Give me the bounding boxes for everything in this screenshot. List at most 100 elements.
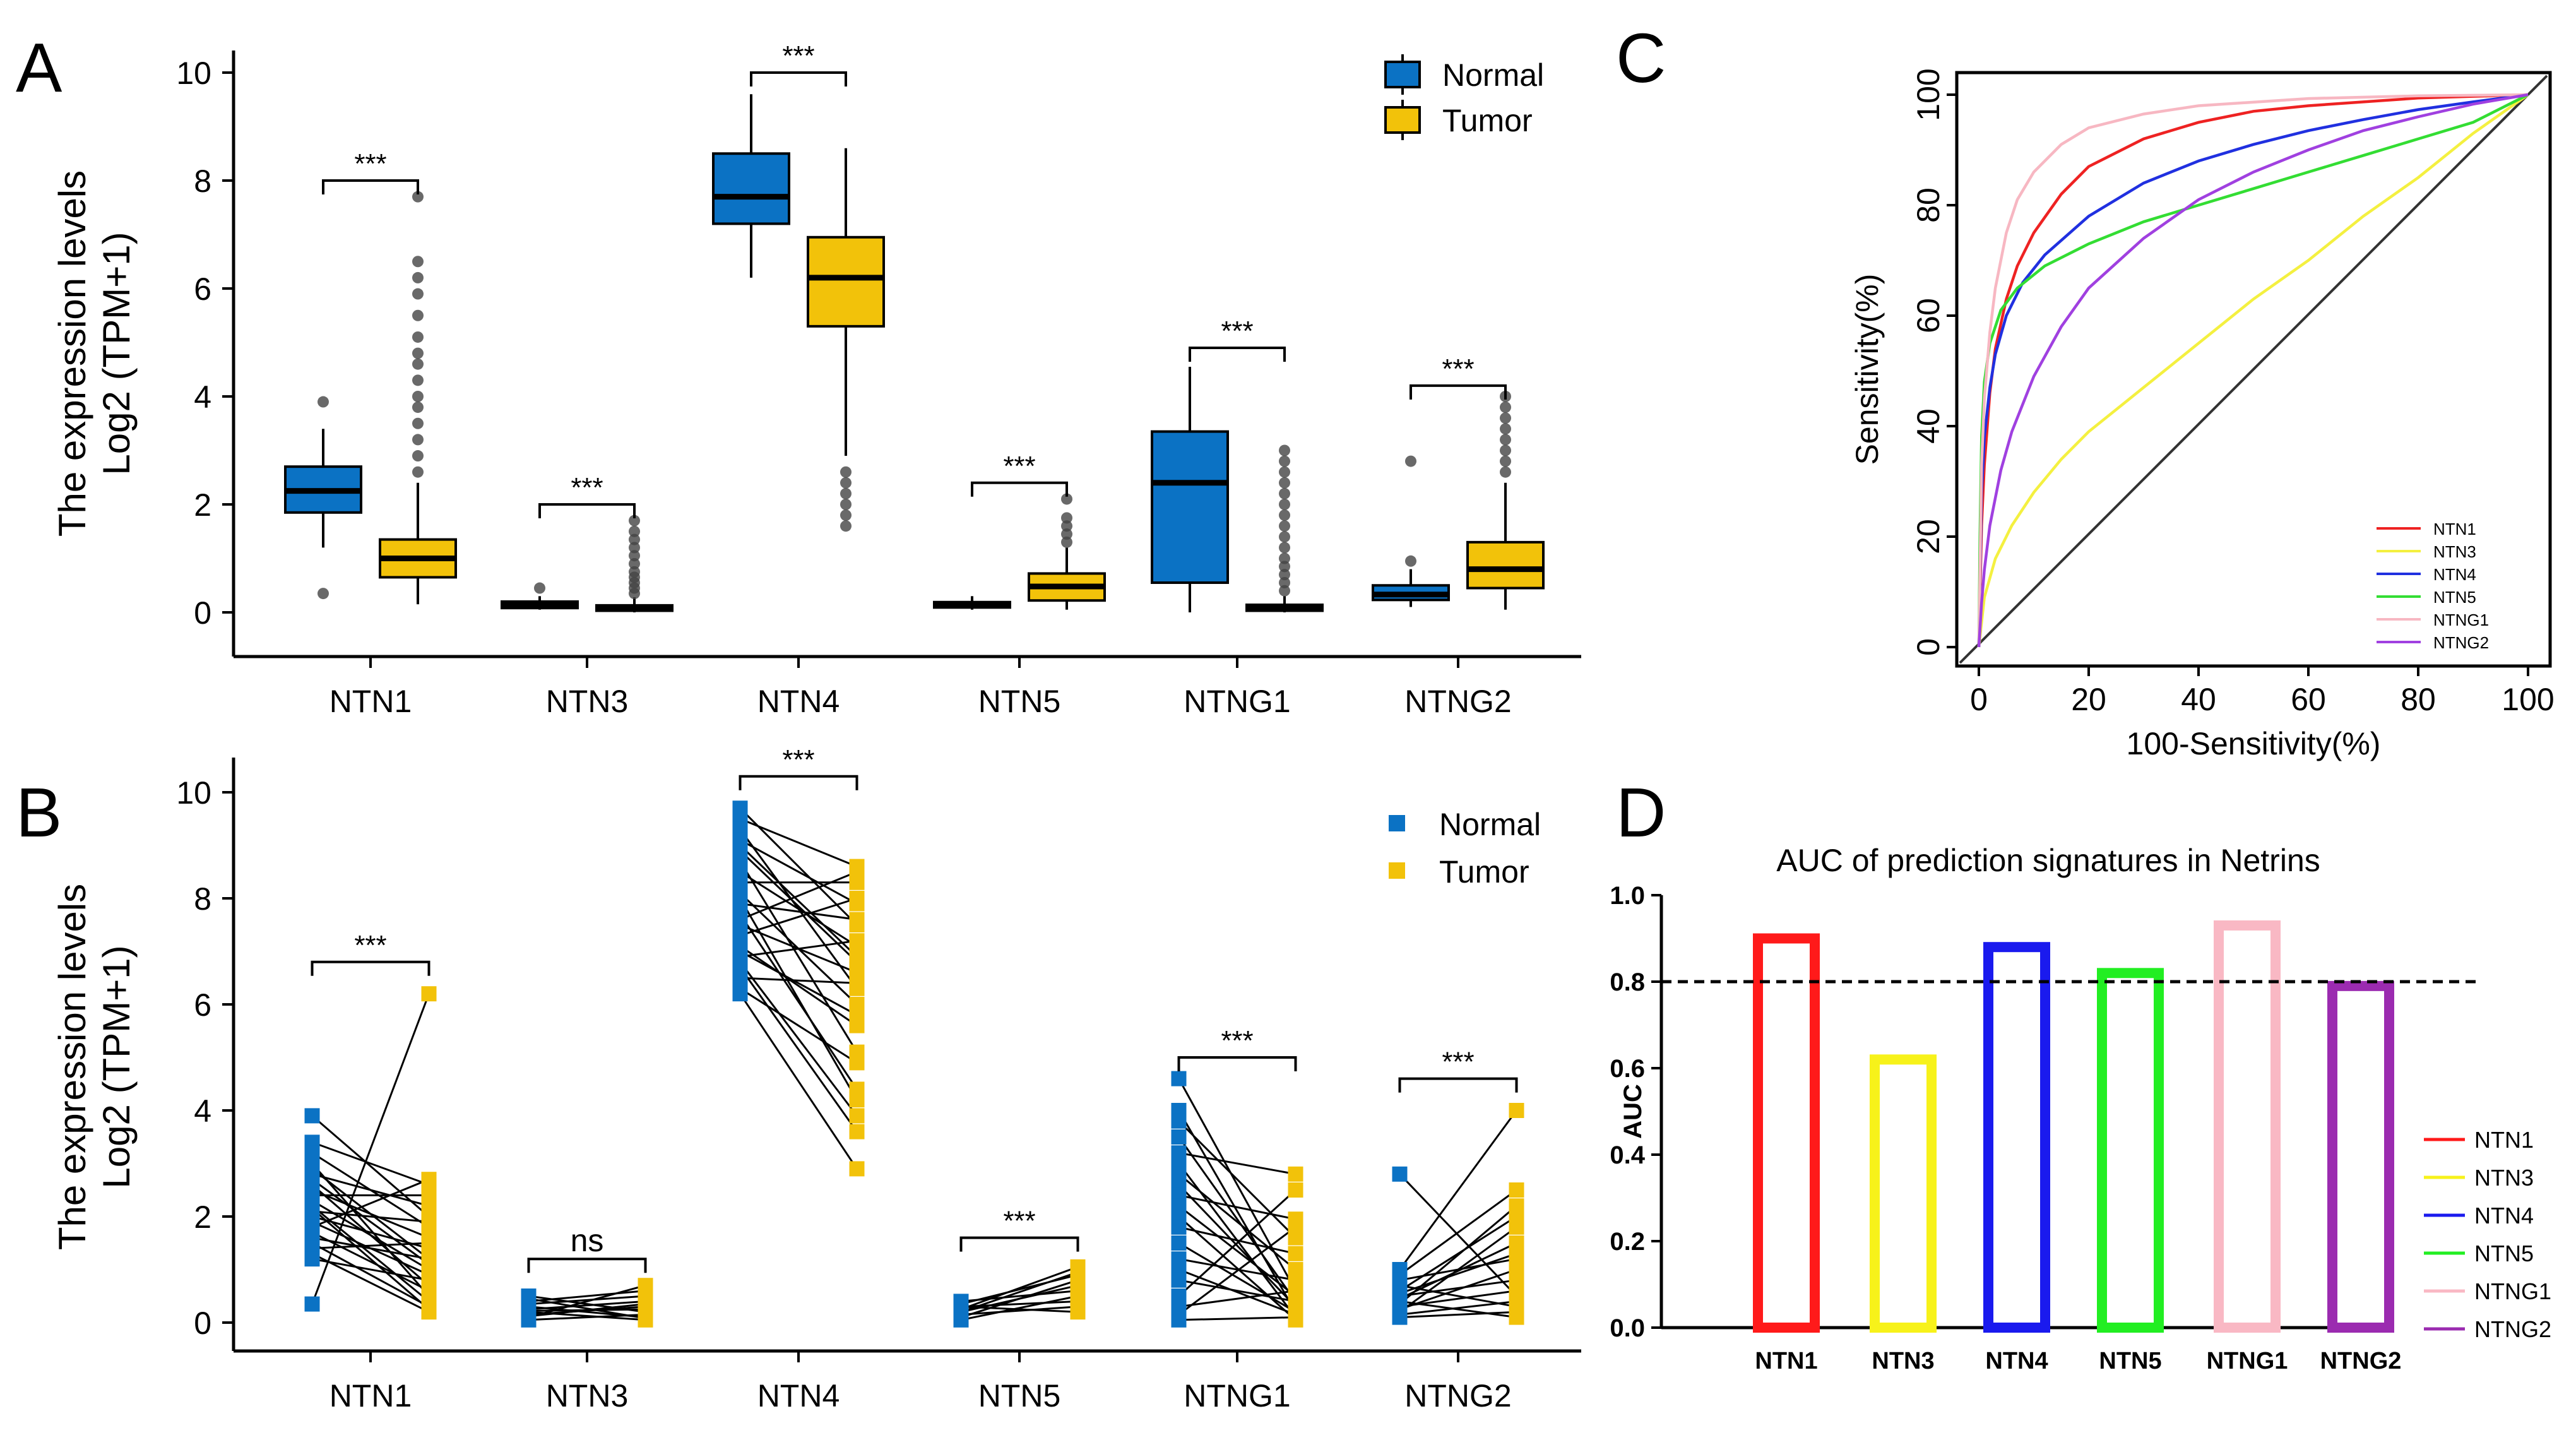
c-x-axis-label: 100-Sensitivity(%) [2127, 726, 2381, 761]
a-outlier-point [1500, 402, 1511, 414]
b-pair-line [1178, 1226, 1297, 1316]
b-point-normal [304, 1108, 320, 1124]
d-legend-label-ntn4: NTN4 [2474, 1203, 2534, 1229]
a-significance-label: *** [1003, 451, 1035, 482]
b-pair-line [961, 1306, 1078, 1316]
d-legend-label-ntn1: NTN1 [2474, 1127, 2534, 1153]
a-outlier-point [840, 477, 852, 489]
b-pair-line [312, 1173, 429, 1207]
c-y-tick-label: 20 [1911, 519, 1946, 554]
b-pair-line [1399, 1279, 1517, 1297]
a-y-axis-label-line1: The expression levels [51, 170, 93, 537]
b-significance-bracket [1177, 1056, 1297, 1071]
b-y-tick-label: 4 [194, 1093, 211, 1129]
a-x-tick-label: NTN3 [546, 684, 629, 719]
a-outlier-point [629, 525, 640, 537]
c-roc-curve-ntng2 [1977, 93, 2529, 648]
b-point-tumor [1509, 1219, 1524, 1235]
c-y-axis-label: Sensitivity(%) [1849, 274, 1885, 465]
b-x-tick-label: NTNG2 [1404, 1378, 1511, 1413]
a-outlier-point [1279, 576, 1290, 588]
b-point-normal [1171, 1219, 1187, 1235]
a-outlier-point [1279, 444, 1290, 456]
a-y-tick-label: 4 [194, 379, 211, 415]
c-roc-curve-ntn3 [1977, 93, 2529, 648]
d-y-tick-label: 0.0 [1610, 1314, 1645, 1342]
b-pair-line [1399, 1242, 1517, 1300]
b-y-tick-label: 0 [194, 1306, 211, 1341]
b-legend-glyph-tumor [1389, 862, 1405, 879]
b-point-tumor [1288, 1246, 1303, 1261]
a-outlier-point [840, 499, 852, 510]
c-legend-label-ntn1: NTN1 [2433, 520, 2476, 539]
b-point-normal [1392, 1285, 1408, 1301]
b-point-tumor [421, 1172, 437, 1187]
b-pair-line [312, 1242, 429, 1249]
c-legend-label-ntn4: NTN4 [2433, 565, 2476, 584]
a-outlier-point [1500, 412, 1511, 424]
b-pair-line [1178, 1258, 1296, 1282]
b-pair-line [960, 1266, 1079, 1311]
a-outlier-point [412, 191, 424, 203]
b-pair-line [739, 950, 858, 1016]
d-legend-label-ntn3: NTN3 [2474, 1165, 2534, 1191]
a-significance-bracket [538, 503, 636, 518]
b-significance-bracket [739, 775, 858, 790]
a-outlier-point [629, 542, 640, 554]
b-point-normal [304, 1156, 320, 1171]
d-bar-ntn4 [1983, 942, 2050, 1333]
a-significance-bracket [322, 179, 419, 194]
d-x-tick-label: NTN4 [1985, 1348, 2048, 1374]
c-legend-label-ntn5: NTN5 [2433, 588, 2476, 607]
a-significance-label: *** [1442, 354, 1474, 384]
b-point-tumor [849, 1007, 865, 1023]
b-point-tumor [849, 891, 865, 906]
b-point-normal [732, 912, 748, 927]
d-bar-ntng1 [2214, 920, 2281, 1333]
d-legend-label-ntn5: NTN5 [2474, 1241, 2534, 1266]
b-pair-line [528, 1290, 646, 1302]
a-significance-bracket [971, 481, 1068, 497]
d-bar-ntng2 [2327, 980, 2394, 1333]
a-y-tick-label: 0 [194, 595, 211, 631]
a-x-tick-label: NTN4 [757, 684, 840, 719]
a-outlier-point [412, 450, 424, 462]
d-x-tick-label: NTN3 [1872, 1348, 1934, 1374]
b-y-tick-label: 6 [194, 987, 211, 1023]
b-pair-line [1399, 1300, 1517, 1316]
c-roc-curve-ntng1 [1977, 93, 2529, 648]
b-pair-line [961, 1295, 1078, 1321]
b-pair-line [1178, 1189, 1297, 1297]
d-bar-ntn5 [2097, 968, 2164, 1333]
b-point-normal [1171, 1113, 1187, 1129]
b-point-normal [1171, 1272, 1187, 1288]
a-outlier-point [1279, 569, 1290, 581]
a-outlier-point [1279, 552, 1290, 564]
b-pair-line [1178, 1205, 1297, 1297]
b-significance-label: *** [782, 744, 814, 775]
b-x-tick-label: NTN1 [329, 1378, 412, 1413]
a-outlier-point [412, 309, 424, 321]
b-pair-line [740, 939, 857, 958]
a-significance-bracket [1189, 347, 1286, 362]
c-x-tick-label: 40 [2181, 682, 2216, 717]
c-y-tick-label: 0 [1911, 638, 1946, 656]
b-pair-line [311, 1189, 430, 1239]
b-significance-label: *** [354, 930, 386, 961]
b-point-normal [732, 954, 748, 970]
c-y-tick-label: 60 [1911, 298, 1946, 333]
b-pair-line [1399, 1189, 1517, 1276]
panel-label-c: C [1616, 20, 1666, 97]
b-pair-line [1178, 1110, 1297, 1312]
a-outlier-point [412, 331, 424, 343]
b-y-axis-label-line2: Log2 (TPM+1) [95, 945, 138, 1188]
d-bar-ntn3 [1870, 1054, 1937, 1333]
b-point-tumor [1070, 1304, 1086, 1320]
b-point-tumor [1509, 1262, 1524, 1277]
a-outlier-point [629, 533, 640, 545]
a-outlier-point [318, 588, 329, 600]
a-significance-label: *** [1221, 316, 1253, 347]
b-pair-line [1178, 1120, 1297, 1239]
a-outlier-point [1061, 512, 1072, 524]
panel-c-roc-curves: 0 20 40 60 80 100 0 20 40 60 80 100 100-Sensitivity(… [1849, 68, 2555, 761]
